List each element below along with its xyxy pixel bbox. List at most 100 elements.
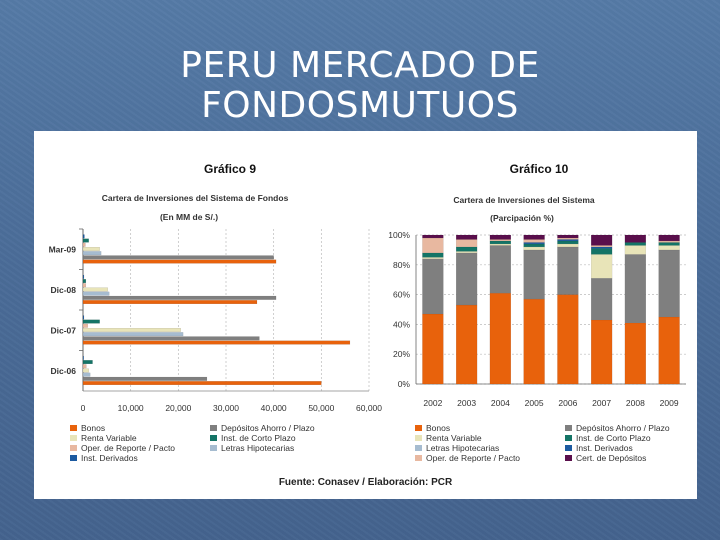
legend-label: Bonos [426,423,451,433]
chart1-bar [82,332,184,337]
legend-swatch [415,455,422,461]
chart1-unit-label: (En MM de S/.) [160,212,218,222]
chart2-bar-segment [422,252,444,258]
chart2-x-tick-label: 2009 [660,398,679,408]
chart2-bar-segment [422,313,444,385]
legend-label: Letras Hipotecarias [426,443,500,453]
chart1-bar [82,340,351,345]
chart2-bar-segment [422,237,444,254]
chart2-bar-segment [523,239,545,243]
chart2-bar-segment [658,242,680,246]
chart1-bar [82,283,87,288]
chart2-y-tick-label: 100% [388,230,410,240]
chart2-bar-segment [523,249,545,300]
chart1-bar [82,319,100,324]
chart1-bar [82,364,87,369]
chart1-bar [82,255,274,260]
legend-item: Renta Variable [70,433,137,444]
chart2-x-tick-label: 2004 [491,398,510,408]
chart1-bar [82,274,85,279]
legend-swatch [210,425,217,431]
chart2-bar-segment [489,243,511,246]
chart2-bar-segment [658,249,680,318]
chart2-bar-segment [624,242,646,246]
legend-swatch [70,445,77,451]
chart1-bar [82,242,86,247]
legend-swatch [210,445,217,451]
chart2-x-tick-label: 2005 [525,398,544,408]
chart1-bar [82,287,108,292]
chart1-bar [82,323,88,328]
chart2-bar-segment [658,245,680,251]
chart1-bar [82,300,258,304]
chart1-x-tick-label: 30,000 [213,403,239,413]
chart2-bar-segment [456,239,478,248]
slide-title: PERU MERCADO DE FONDOSMUTUOS [180,45,540,126]
chart2-bar-segment [658,234,680,242]
chart2-title: Gráfico 10 [510,162,569,176]
chart2-bar-segment [422,258,444,315]
chart2-bar-segment [557,294,579,385]
chart1-x-tick-label: 50,000 [308,403,334,413]
chart-panel: Gráfico 9 Cartera de Inversiones del Sist… [34,131,697,499]
chart2-x-tick-label: 2003 [457,398,476,408]
chart1-bar [82,355,84,360]
chart1-bar [82,291,110,296]
chart2-bar-segment [557,237,579,240]
legend-item: Oper. de Reporte / Pacto [70,443,176,454]
chart2-bar-segment [557,234,579,239]
legend-label: Renta Variable [81,433,137,443]
legend-item: Depósitos Ahorro / Plazo [565,423,670,434]
chart2-bar-segment [489,240,511,245]
chart1-x-tick-label: 0 [81,403,86,413]
chart1-bar [82,368,89,373]
chart2-bar-segment [523,298,545,385]
chart2-bar-segment [489,234,511,240]
chart2-y-tick-label: 0% [398,379,411,389]
chart2-bar-segment [557,246,579,295]
legend-swatch [415,435,422,441]
legend-label: Depósitos Ahorro / Plazo [576,423,670,433]
chart2-bar-segment [591,245,613,248]
legend-item: Bonos [70,423,105,434]
chart2-x-tick-label: 2007 [592,398,611,408]
chart1-x-tick-label: 20,000 [165,403,191,413]
legend-item: Oper. de Reporte / Pacto [415,453,521,464]
legend-label: Oper. de Reporte / Pacto [426,453,521,463]
chart2-bar-segment [523,242,545,245]
chart2-bar-segment [456,246,478,252]
chart1-bar [82,372,91,377]
chart1-x-tick-label: 60,000 [356,403,382,413]
legend-label: Oper. de Reporte / Pacto [81,443,176,453]
chart2-y-tick-label: 60% [393,290,410,300]
chart1-title: Gráfico 9 [204,162,256,176]
legend-swatch [565,455,572,461]
legend-item: Inst. de Corto Plazo [565,433,651,444]
legend-label: Cert. de Depósitos [576,453,647,463]
chart1-bar [82,360,93,364]
chart1-bar [82,381,322,385]
chart1-bar [82,238,89,243]
chart1-category-label: Mar-09 [49,244,77,254]
legend-swatch [70,425,77,431]
chart2-bar-segment [557,240,579,245]
chart1-bar [82,336,260,341]
chart2-bar-segment [456,251,478,254]
chart2-bar-segment [624,245,646,255]
chart1-bar [82,327,181,332]
chart2-y-tick-label: 20% [393,349,410,359]
legend-swatch [415,445,422,451]
chart2-bar-segment [456,252,478,306]
chart2-bar-segment [523,246,545,251]
chart2-bar-segment [523,234,545,240]
chart1-bar [82,247,100,251]
legend-label: Inst. Derivados [81,453,138,463]
charts-svg: Gráfico 9 Cartera de Inversiones del Sist… [49,162,686,413]
legend-label: Inst. de Corto Plazo [221,433,296,443]
chart2-bar-segment [489,292,511,385]
chart2-x-tick-label: 2006 [558,398,577,408]
legend-swatch [70,435,77,441]
legend-item: Letras Hipotecarias [210,443,294,454]
legend-label: Inst. Derivados [576,443,633,453]
chart2-legend: Bonos Depósitos Ahorro / Plazo Renta Varia… [415,423,705,474]
